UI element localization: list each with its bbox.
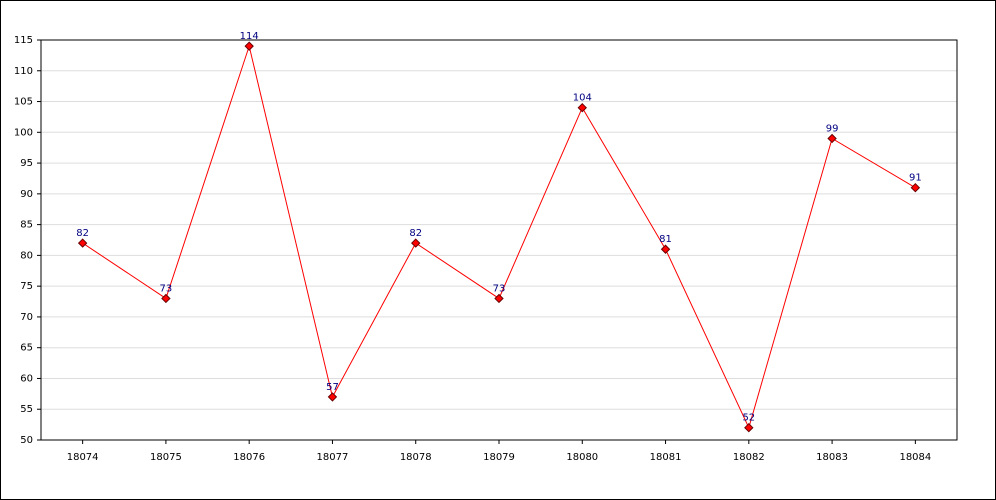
y-tick-label: 55: [20, 404, 33, 415]
x-tick-label: 18081: [650, 452, 682, 463]
x-tick-label: 18076: [233, 452, 265, 463]
y-tick-label: 70: [20, 312, 33, 323]
point-marker: [494, 293, 504, 304]
x-tick-label: 18077: [317, 452, 349, 463]
value-label: 73: [160, 283, 173, 294]
point-marker: [411, 238, 421, 248]
x-tick-label: 18083: [816, 452, 848, 463]
value-label: 73: [493, 283, 506, 294]
point-marker: [660, 244, 671, 254]
point-marker: [744, 422, 754, 433]
y-tick-label: 85: [20, 220, 33, 231]
x-tick-label: 18084: [899, 452, 931, 463]
point-marker: [77, 238, 88, 248]
value-label: 81: [659, 234, 672, 245]
y-tick-label: 105: [14, 97, 33, 108]
x-tick-label: 18075: [150, 452, 182, 463]
y-tick-label: 80: [20, 250, 33, 261]
value-label: 82: [409, 228, 422, 239]
y-tick-label: 95: [20, 158, 33, 169]
x-tick-label: 18078: [400, 452, 432, 463]
point-marker: [577, 102, 587, 113]
value-label: 104: [573, 93, 592, 104]
point-marker: [244, 41, 254, 51]
x-tick-label: 18079: [483, 452, 515, 463]
y-tick-label: 110: [14, 66, 33, 77]
value-label: 114: [240, 31, 259, 42]
y-tick-label: 60: [20, 373, 33, 384]
value-label: 57: [326, 382, 339, 393]
point-marker: [327, 392, 338, 402]
y-tick-label: 100: [14, 127, 33, 138]
point-marker: [910, 182, 921, 193]
y-tick-label: 50: [20, 435, 33, 446]
y-tick-label: 65: [20, 343, 33, 354]
x-tick-label: 18074: [67, 452, 99, 463]
value-label: 99: [826, 123, 839, 134]
x-tick-label: 18082: [733, 452, 765, 463]
x-tick-label: 18080: [566, 452, 598, 463]
y-tick-label: 115: [14, 35, 33, 46]
value-label: 52: [742, 413, 755, 424]
y-tick-label: 75: [20, 281, 33, 292]
value-label: 91: [909, 173, 922, 184]
y-tick-label: 90: [20, 189, 33, 200]
point-marker: [161, 293, 171, 304]
value-label: 82: [76, 228, 89, 239]
point-marker: [827, 133, 837, 144]
